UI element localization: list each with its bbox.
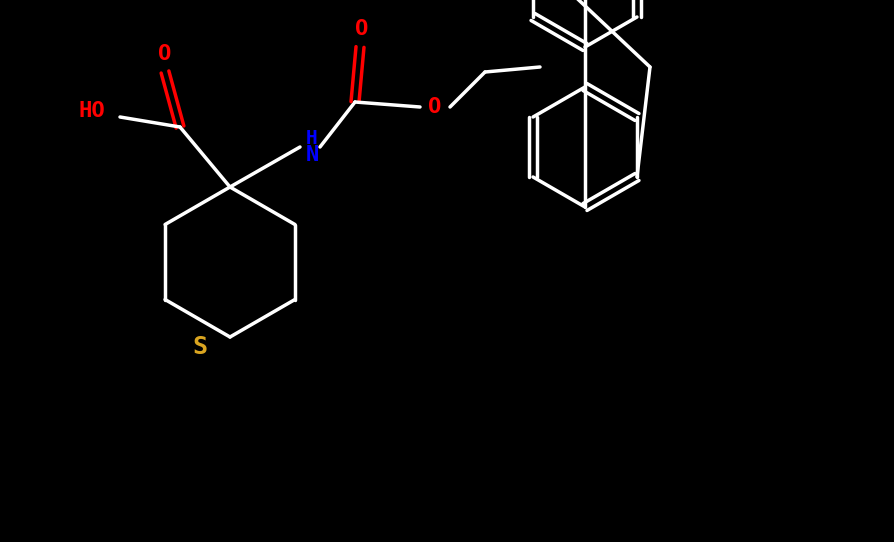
Text: O: O (428, 97, 442, 117)
Text: O: O (158, 44, 172, 64)
Text: N: N (306, 145, 318, 165)
Text: H: H (306, 130, 318, 149)
Text: S: S (192, 335, 207, 359)
Text: HO: HO (79, 101, 105, 121)
Text: O: O (355, 19, 368, 39)
